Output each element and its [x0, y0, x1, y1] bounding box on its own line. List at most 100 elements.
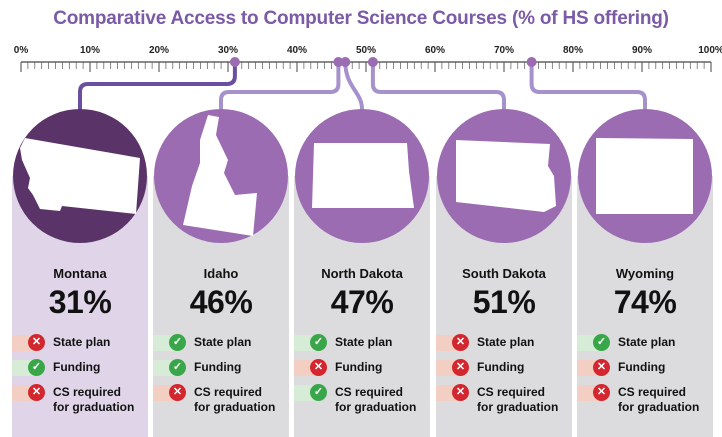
criterion-text: for graduation: [477, 400, 559, 414]
criterion-label: State plan: [618, 335, 675, 350]
north-dakota-map-icon: [312, 143, 414, 208]
criterion-text: CS required: [53, 385, 122, 399]
criterion-label: State plan: [53, 335, 110, 350]
check-circle-icon: ✓: [169, 359, 186, 376]
tick-label: 50%: [356, 45, 376, 56]
criterion-label: Funding: [335, 360, 382, 375]
state-name: Wyoming: [615, 266, 675, 281]
state-name: Montana: [53, 266, 107, 281]
criterion-state-plan: ✕ State plan: [12, 334, 148, 353]
wyoming-map-icon: [596, 138, 693, 214]
criterion-text: Funding: [477, 360, 525, 374]
state-card-montana: Montana 31% ✕ State plan ✓ Funding ✕ CS …: [12, 176, 148, 437]
criterion-label: Funding: [194, 360, 241, 375]
tick-label: 70%: [494, 45, 514, 56]
state-name: Idaho: [203, 266, 239, 281]
criterion-text: CS required: [618, 385, 687, 399]
criterion-label: CS required for graduation: [477, 385, 558, 415]
check-circle-icon: ✓: [169, 334, 186, 351]
data-point-south-dakota: [367, 57, 378, 67]
criterion-text: CS required: [477, 385, 546, 399]
state-name: North Dakota: [321, 266, 403, 281]
criterion-text: State plan: [53, 335, 111, 349]
criterion-state-plan: ✕ State plan: [436, 334, 572, 353]
criterion-text: State plan: [194, 335, 252, 349]
criterion-label: Funding: [477, 360, 524, 375]
criterion-label: CS required for graduation: [194, 385, 275, 415]
montana-map-icon: [20, 138, 140, 214]
x-circle-icon: ✕: [593, 384, 610, 401]
criterion-label: Funding: [618, 360, 665, 375]
criterion-funding: ✕ Funding: [294, 359, 430, 378]
x-circle-icon: ✕: [28, 384, 45, 401]
chart-title: Comparative Access to Computer Science C…: [53, 8, 669, 29]
tick-label: 90%: [632, 45, 652, 56]
criterion-text: CS required: [194, 385, 263, 399]
criterion-text: for graduation: [53, 400, 135, 414]
criterion-text: for graduation: [194, 400, 276, 414]
criterion-state-plan: ✓ State plan: [577, 334, 713, 353]
criterion-cs-required: ✕ CS required for graduation: [436, 384, 572, 414]
state-percent: 51%: [472, 284, 536, 320]
tick-label: 80%: [563, 45, 583, 56]
connector-line: [219, 60, 341, 111]
tick-label: 60%: [425, 45, 445, 56]
tick-label: 20%: [149, 45, 169, 56]
criterion-label: CS required for graduation: [335, 385, 416, 415]
criterion-cs-required: ✕ CS required for graduation: [153, 384, 289, 414]
criterion-state-plan: ✓ State plan: [294, 334, 430, 353]
criterion-text: for graduation: [618, 400, 700, 414]
state-percent: 46%: [189, 284, 253, 320]
criterion-label: CS required for graduation: [53, 385, 134, 415]
data-point-idaho: [333, 57, 344, 67]
connector-line: [78, 60, 237, 111]
x-circle-icon: ✕: [310, 359, 327, 376]
criterion-funding: ✓ Funding: [12, 359, 148, 378]
state-percent: 31%: [48, 284, 112, 320]
data-point-montana: [229, 57, 240, 67]
state-percent: 47%: [330, 284, 394, 320]
tick-label: 10%: [80, 45, 100, 56]
criterion-state-plan: ✓ State plan: [153, 334, 289, 353]
tick-label: 100%: [698, 45, 722, 56]
connector-line: [343, 60, 364, 111]
check-circle-icon: ✓: [310, 384, 327, 401]
criterion-label: State plan: [477, 335, 534, 350]
idaho-map-icon: [183, 115, 257, 236]
data-point-wyoming: [526, 57, 537, 67]
state-percent: 74%: [613, 284, 677, 320]
criterion-text: State plan: [618, 335, 676, 349]
x-circle-icon: ✕: [28, 334, 45, 351]
state-name: South Dakota: [462, 266, 546, 281]
criterion-label: State plan: [194, 335, 251, 350]
criterion-text: for graduation: [335, 400, 417, 414]
x-circle-icon: ✕: [169, 384, 186, 401]
criterion-text: Funding: [335, 360, 383, 374]
criterion-funding: ✕ Funding: [436, 359, 572, 378]
check-circle-icon: ✓: [28, 359, 45, 376]
criterion-text: State plan: [335, 335, 393, 349]
criterion-cs-required: ✓ CS required for graduation: [294, 384, 430, 414]
tick-label: 40%: [287, 45, 307, 56]
criterion-cs-required: ✕ CS required for graduation: [12, 384, 148, 414]
criterion-text: Funding: [618, 360, 666, 374]
criterion-funding: ✓ Funding: [153, 359, 289, 378]
criterion-text: Funding: [53, 360, 101, 374]
criterion-text: CS required: [335, 385, 404, 399]
check-circle-icon: ✓: [310, 334, 327, 351]
criterion-funding: ✕ Funding: [577, 359, 713, 378]
criterion-label: State plan: [335, 335, 392, 350]
tick-label: 30%: [218, 45, 238, 56]
x-circle-icon: ✕: [452, 359, 469, 376]
criterion-label: CS required for graduation: [618, 385, 699, 415]
x-circle-icon: ✕: [593, 359, 610, 376]
x-circle-icon: ✕: [452, 334, 469, 351]
criterion-text: Funding: [194, 360, 242, 374]
south-dakota-map-icon: [456, 140, 556, 212]
criterion-text: State plan: [477, 335, 535, 349]
connector-line: [370, 60, 506, 111]
connector-line: [529, 60, 647, 111]
criterion-cs-required: ✕ CS required for graduation: [577, 384, 713, 414]
criterion-label: Funding: [53, 360, 100, 375]
